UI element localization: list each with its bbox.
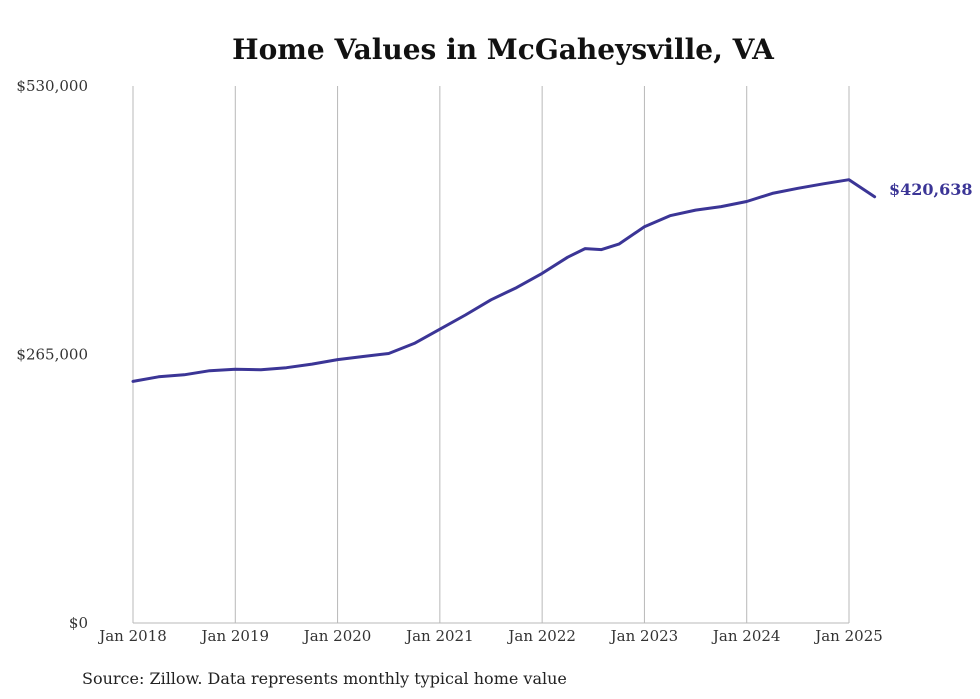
grid-layer <box>132 86 850 624</box>
source-note: Source: Zillow. Data represents monthly … <box>82 669 567 688</box>
x-tick-label: Jan 2022 <box>506 627 576 645</box>
x-tick-label: Jan 2019 <box>200 627 270 645</box>
chart-title: Home Values in McGaheysville, VA <box>232 33 775 66</box>
x-tick-label: Jan 2023 <box>609 627 679 645</box>
y-axis: $0 $265,000 $530,000 <box>16 77 88 632</box>
series-line <box>131 178 877 383</box>
end-value-label: $420,638 <box>889 180 973 199</box>
x-tick-label: Jan 2025 <box>813 627 883 645</box>
x-axis: Jan 2018 Jan 2019 Jan 2020 Jan 2021 Jan 2022… <box>97 627 883 645</box>
y-tick-label: $265,000 <box>16 346 88 364</box>
y-tick-label: $0 <box>69 614 88 632</box>
x-tick-label: Jan 2020 <box>302 627 372 645</box>
x-tick-label: Jan 2018 <box>97 627 167 645</box>
y-tick-label: $530,000 <box>16 77 88 95</box>
x-tick-label: Jan 2021 <box>404 627 474 645</box>
series-layer <box>131 178 877 383</box>
x-tick-label: Jan 2024 <box>711 627 781 645</box>
